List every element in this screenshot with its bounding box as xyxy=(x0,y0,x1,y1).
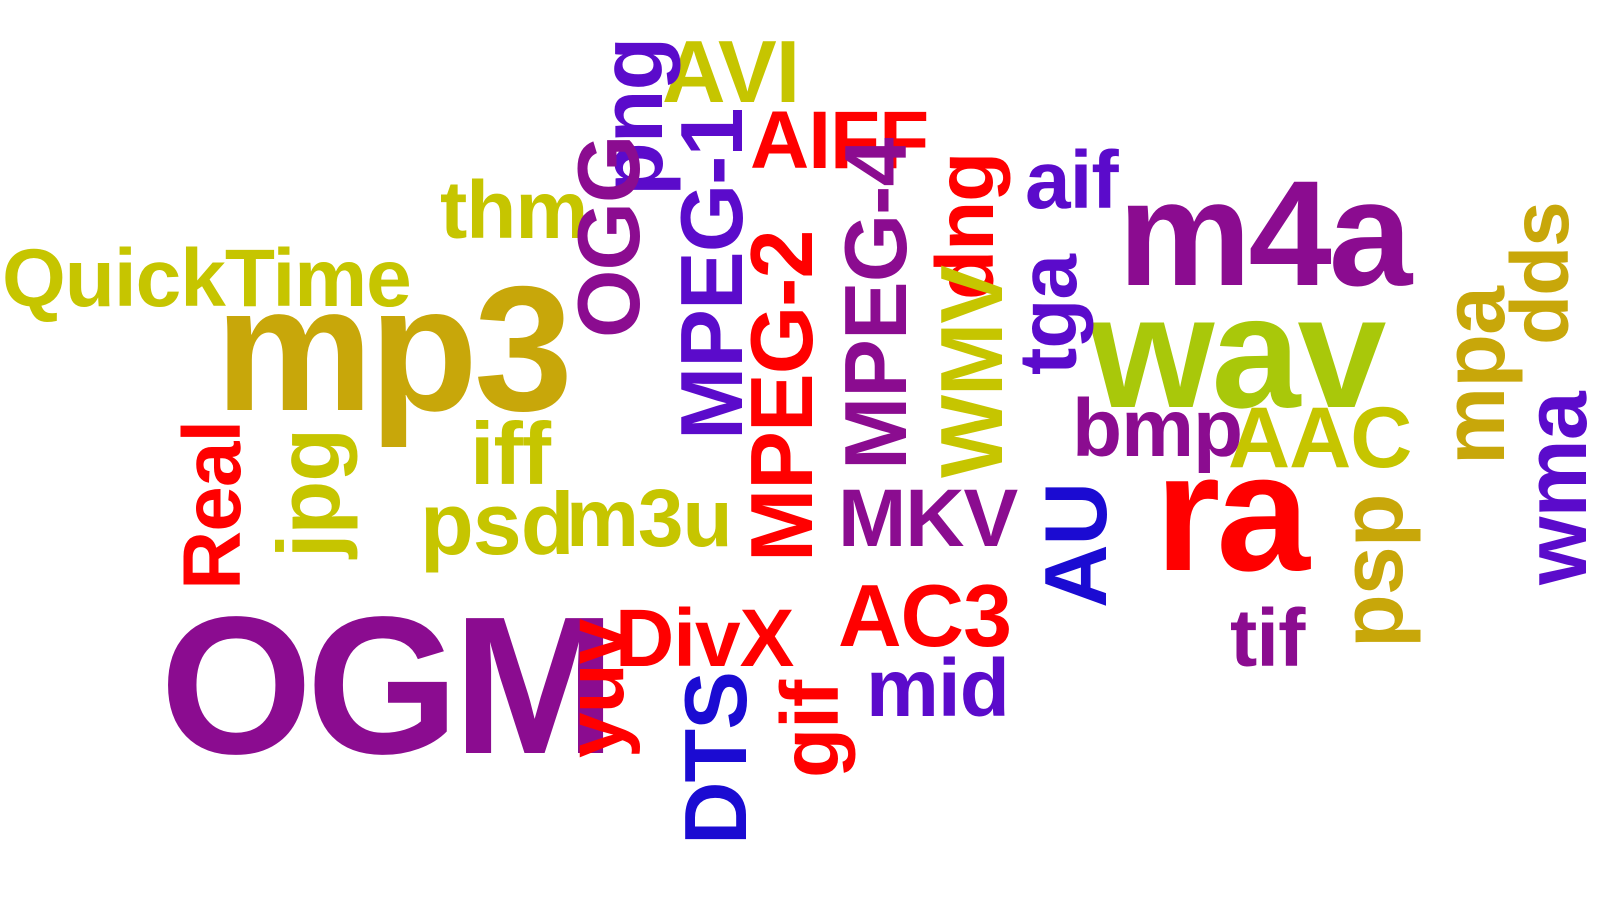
word-iff: iff xyxy=(470,404,551,503)
word-mid: mid xyxy=(866,643,1010,734)
word-wav: wav xyxy=(1090,262,1386,441)
word-dds: dds xyxy=(1495,202,1586,345)
word-aif: aif xyxy=(1025,135,1119,226)
word-dts: DTS xyxy=(666,672,765,845)
word-wma: wma xyxy=(1506,392,1600,585)
word-divx: DivX xyxy=(615,593,794,684)
word-psp: psp xyxy=(1322,494,1421,648)
word-tif: tif xyxy=(1230,593,1305,684)
word-jpg: jpg xyxy=(259,429,358,558)
word-ogm: OGM xyxy=(160,576,616,795)
word-ra: ra xyxy=(1155,418,1310,606)
word-thm: thm xyxy=(440,165,588,256)
word-ogg: OGG xyxy=(559,135,658,338)
word-real: Real xyxy=(167,420,258,590)
word-au: AU xyxy=(1026,482,1125,608)
word-ac3: AC3 xyxy=(838,566,1012,665)
word-bmp: bmp xyxy=(1072,383,1243,474)
word-m3u: m3u xyxy=(566,473,733,564)
word-m4a: m4a xyxy=(1118,149,1412,317)
word-avi: AVI xyxy=(662,22,800,121)
word-mpeg-2: MPEG-2 xyxy=(732,230,831,562)
word-gif: gif xyxy=(765,680,856,778)
word-quicktime: QuickTime xyxy=(2,233,412,324)
word-psd: psd xyxy=(420,474,574,573)
word-aiff: AIFF xyxy=(750,95,929,186)
word-aac: AAC xyxy=(1228,390,1412,486)
word-tga: tga xyxy=(1003,255,1094,375)
word-mkv: MKV xyxy=(838,473,1018,564)
word-mpeg-4: MPEG-4 xyxy=(826,138,925,470)
word-mp3: mp3 xyxy=(215,249,573,448)
word-yuv: yuv xyxy=(550,619,641,758)
